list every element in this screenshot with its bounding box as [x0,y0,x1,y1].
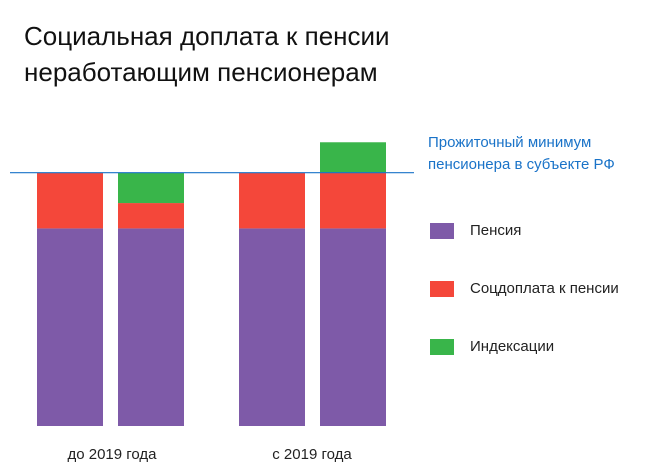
legend-item-supplement: Соцдоплата к пенсии [430,280,619,297]
chart-title: Социальная доплата к пенсии неработающим… [24,21,390,87]
bar-2-supplement-segment [118,203,184,229]
x-category-label-before-2019: до 2019 года [67,446,157,463]
bar-1-pension-segment [37,228,103,426]
legend-swatch-pension [430,222,454,239]
legend-swatch-indexation [430,338,454,355]
legend-item-pension: Пенсия [430,222,521,239]
bar-4-pension-segment [320,228,386,426]
legend-swatch-supplement [430,280,454,297]
x-category-label-from-2019: с 2019 года [272,446,352,463]
bar-4-indexation-segment [320,142,386,173]
bar-4-supplement-segment [320,172,386,229]
bar-2-indexation-segment [118,172,184,204]
reference-line-label: Прожиточный минимум пенсионера в субъект… [428,134,615,173]
bar-1-supplement-segment [37,172,103,229]
legend-label-pension: Пенсия [470,222,522,239]
legend-label-supplement: Соцдоплата к пенсии [470,280,619,297]
bar-2-pension-segment [118,228,184,426]
bar-3-pension-segment [239,228,305,426]
bar-3-supplement-segment [239,172,305,229]
legend-item-indexation: Индексации [430,338,554,355]
legend-label-indexation: Индексации [470,338,555,355]
